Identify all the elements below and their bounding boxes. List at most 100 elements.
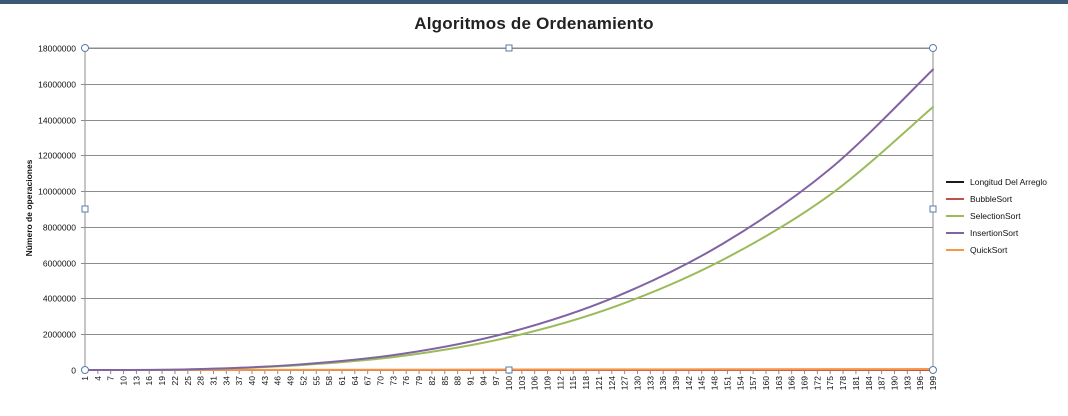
x-tick-label: 196 (915, 376, 925, 390)
x-tick-label: 181 (851, 376, 861, 390)
legend-swatch (946, 198, 964, 200)
x-tick-label: 106 (530, 376, 540, 390)
y-tick-label: 6000000 (43, 259, 76, 269)
x-tick-label: 112 (555, 376, 565, 390)
x-tick-label: 7 (106, 376, 116, 381)
x-tick-label: 22 (170, 376, 180, 386)
corner-resize-handle[interactable] (81, 44, 89, 52)
x-tick-label: 43 (260, 376, 270, 386)
x-tick-label: 73 (388, 376, 398, 386)
legend-label: Longitud Del Arreglo (970, 177, 1048, 187)
chart-title: Algoritmos de Ordenamiento (414, 14, 654, 33)
side-resize-handle[interactable] (505, 366, 513, 374)
x-tick-label: 187 (877, 376, 887, 390)
x-tick-label: 124 (607, 376, 617, 390)
x-tick-label: 70 (376, 376, 386, 386)
x-tick-label: 40 (247, 376, 257, 386)
legend-swatch (946, 249, 964, 251)
x-tick-label: 175 (825, 376, 835, 390)
x-tick-label: 34 (221, 376, 231, 386)
series-line-selectionsort (84, 106, 934, 371)
x-tick-label: 148 (710, 376, 720, 390)
x-tick-label: 136 (658, 376, 668, 390)
y-tick-label: 4000000 (43, 294, 76, 304)
x-tick-label: 127 (620, 376, 630, 390)
x-tick-label: 85 (440, 376, 450, 386)
legend-swatch (946, 181, 964, 183)
side-resize-handle[interactable] (505, 44, 513, 52)
side-resize-handle[interactable] (929, 205, 937, 213)
x-tick-label: 169 (800, 376, 810, 390)
corner-resize-handle[interactable] (929, 366, 937, 374)
x-tick-label: 19 (157, 376, 167, 386)
x-tick-label: 76 (401, 376, 411, 386)
x-tick-label: 31 (208, 376, 218, 386)
x-tick-label: 10 (119, 376, 129, 386)
legend-label: SelectionSort (970, 211, 1021, 221)
x-tick-label: 46 (273, 376, 283, 386)
x-tick-label: 79 (414, 376, 424, 386)
y-tick-label: 18000000 (38, 44, 76, 54)
x-tick-label: 178 (838, 376, 848, 390)
x-tick-label: 133 (645, 376, 655, 390)
x-tick-label: 166 (787, 376, 797, 390)
x-tick-label: 103 (517, 376, 527, 390)
series-line-insertionsort (84, 68, 934, 371)
x-tick-label: 88 (453, 376, 463, 386)
x-tick-label: 115 (568, 376, 578, 390)
window-top-bar (0, 0, 1068, 4)
x-tick-label: 190 (889, 376, 899, 390)
x-tick-label: 4 (93, 376, 103, 381)
legend-swatch (946, 215, 964, 217)
x-tick-label: 172 (812, 376, 822, 390)
x-tick-label: 58 (324, 376, 334, 386)
side-resize-handle[interactable] (81, 205, 89, 213)
x-tick-label: 184 (864, 376, 874, 390)
x-tick-label: 163 (774, 376, 784, 390)
x-tick-label: 1 (80, 376, 90, 381)
x-tick-label: 61 (337, 376, 347, 386)
y-tick-label: 8000000 (43, 223, 76, 233)
x-tick-label: 145 (697, 376, 707, 390)
x-tick-label: 118 (581, 376, 591, 390)
x-tick-label: 13 (131, 376, 141, 386)
x-tick-label: 94 (478, 376, 488, 386)
y-tick-label: 14000000 (38, 116, 76, 126)
series-lines (84, 68, 934, 372)
x-tick-label: 130 (632, 376, 642, 390)
x-tick-label: 82 (427, 376, 437, 386)
x-tick-label: 97 (491, 376, 501, 386)
x-tick-label: 52 (298, 376, 308, 386)
x-tick-label: 37 (234, 376, 244, 386)
y-tick-label: 10000000 (38, 187, 76, 197)
x-tick-label: 49 (286, 376, 296, 386)
x-tick-label: 139 (671, 376, 681, 390)
x-tick-label: 199 (928, 376, 938, 390)
x-tick-label: 193 (902, 376, 912, 390)
x-tick-label: 28 (196, 376, 206, 386)
x-tick-label: 160 (761, 376, 771, 390)
selection-handles[interactable] (81, 44, 937, 374)
x-tick-label: 109 (543, 376, 553, 390)
corner-resize-handle[interactable] (81, 366, 89, 374)
x-tick-label: 151 (722, 376, 732, 390)
x-tick-label: 121 (594, 376, 604, 390)
y-tick-label: 0 (71, 366, 76, 376)
x-tick-label: 67 (363, 376, 373, 386)
chart-area (0, 4, 1068, 416)
x-tick-label: 157 (748, 376, 758, 390)
y-tick-label: 12000000 (38, 151, 76, 161)
legend-label: BubbleSort (970, 194, 1013, 204)
x-tick-label: 55 (311, 376, 321, 386)
legend-label: InsertionSort (970, 228, 1019, 238)
y-tick-label: 2000000 (43, 330, 76, 340)
y-tick-labels: 0 2000000 4000000 6000000 8000000 10000000 120… (38, 44, 76, 376)
legend-swatch (946, 232, 964, 234)
y-tick-label: 16000000 (38, 80, 76, 90)
x-tick-label: 154 (735, 376, 745, 390)
x-tick-label: 142 (684, 376, 694, 390)
x-tick-labels: 1 4 7 10 13 16 19 22 25 28 31 34 37 40 43 46 49 52 55 58 61 6… (80, 376, 938, 390)
corner-resize-handle[interactable] (929, 44, 937, 52)
x-tick-label: 100 (504, 376, 514, 390)
